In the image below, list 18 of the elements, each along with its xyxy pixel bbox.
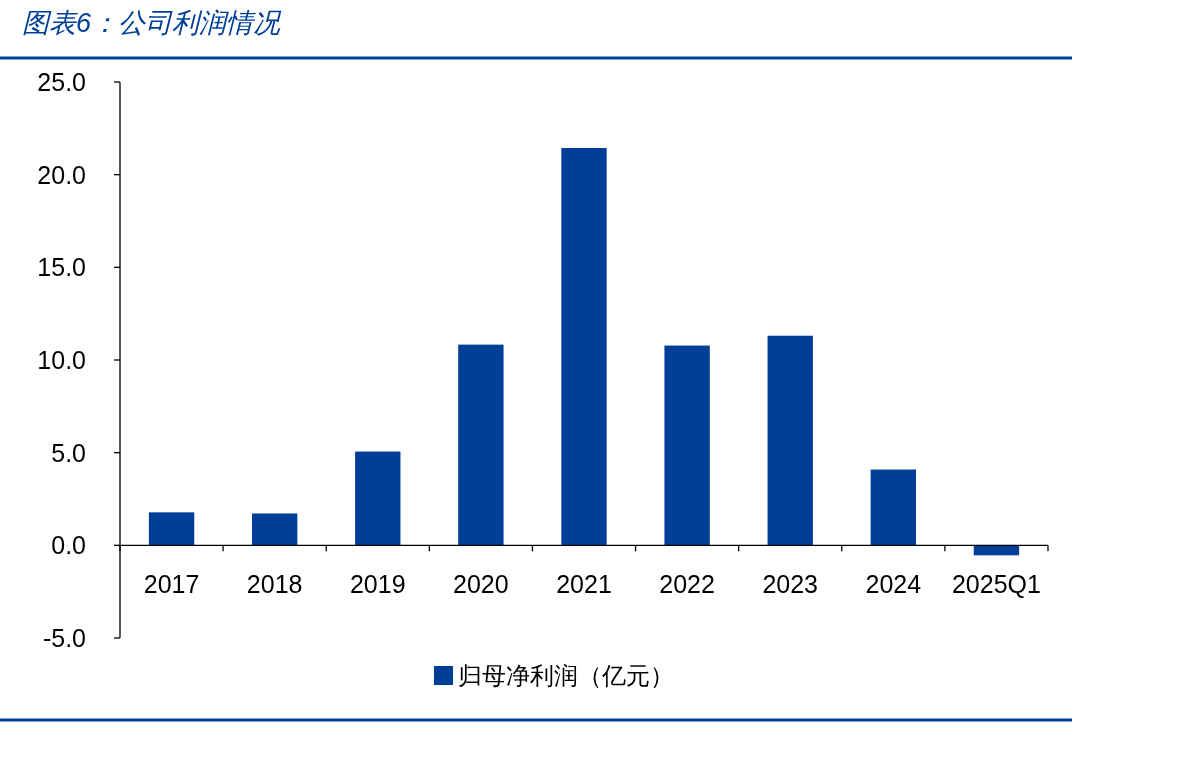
x-tick-label: 2023 bbox=[762, 570, 819, 599]
y-tick-label: 10.0 bbox=[37, 346, 86, 374]
y-tick-label: 25.0 bbox=[37, 68, 86, 96]
y-tick-label: 20.0 bbox=[37, 160, 86, 189]
chart-title: 图表6：公司利润情况 bbox=[22, 8, 283, 38]
x-tick-label: 2022 bbox=[659, 570, 715, 599]
x-tick-label: 2019 bbox=[349, 570, 406, 599]
x-tick-label: 2025Q1 bbox=[951, 570, 1041, 599]
x-tick-label: 2018 bbox=[246, 570, 303, 599]
x-tick-label: 2024 bbox=[865, 570, 922, 599]
y-tick-label: -5.0 bbox=[42, 624, 86, 652]
y-tick-label: 15.0 bbox=[37, 253, 86, 282]
x-tick-label: 2020 bbox=[453, 570, 509, 599]
x-tick-label: 2021 bbox=[556, 570, 612, 599]
y-tick-label: 5.0 bbox=[51, 438, 86, 467]
x-tick-label: 2017 bbox=[143, 570, 200, 599]
y-tick-label: 0.0 bbox=[51, 531, 86, 560]
legend-label: 归母净利润（亿元） bbox=[458, 662, 674, 689]
